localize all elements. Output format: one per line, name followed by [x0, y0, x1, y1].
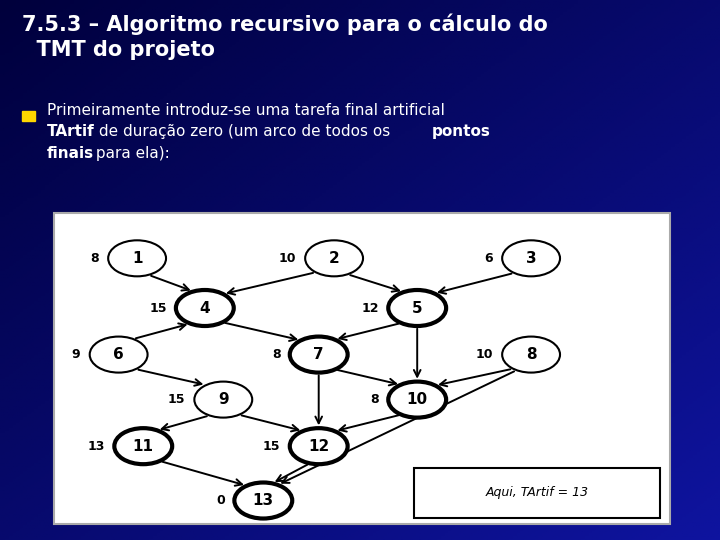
Text: pontos: pontos: [432, 124, 491, 139]
Text: 4: 4: [199, 300, 210, 315]
FancyBboxPatch shape: [54, 213, 670, 524]
Text: Aqui, TArtif = 13: Aqui, TArtif = 13: [486, 486, 589, 500]
Text: 3: 3: [526, 251, 536, 266]
Text: 10: 10: [279, 252, 296, 265]
Text: 6: 6: [485, 252, 493, 265]
Text: 8: 8: [90, 252, 99, 265]
Ellipse shape: [114, 428, 172, 464]
Text: Primeiramente introduz-se uma tarefa final artificial: Primeiramente introduz-se uma tarefa fin…: [47, 103, 445, 118]
Text: 15: 15: [149, 301, 166, 314]
Text: TMT do projeto: TMT do projeto: [22, 40, 215, 60]
Ellipse shape: [108, 240, 166, 276]
Ellipse shape: [502, 240, 560, 276]
Text: finais: finais: [47, 146, 94, 161]
Ellipse shape: [388, 382, 446, 417]
Text: 8: 8: [272, 348, 281, 361]
Ellipse shape: [289, 428, 348, 464]
Bar: [22, 111, 35, 121]
Text: 12: 12: [361, 301, 379, 314]
Text: 12: 12: [308, 438, 329, 454]
Text: 7.5.3 – Algoritmo recursivo para o cálculo do: 7.5.3 – Algoritmo recursivo para o cálcu…: [22, 14, 547, 35]
Text: 13: 13: [88, 440, 105, 453]
Text: 0: 0: [217, 494, 225, 507]
Text: 9: 9: [72, 348, 81, 361]
Text: 13: 13: [253, 493, 274, 508]
Text: 9: 9: [218, 392, 229, 407]
Text: 11: 11: [132, 438, 154, 454]
Text: 5: 5: [412, 300, 423, 315]
Ellipse shape: [388, 290, 446, 326]
Ellipse shape: [289, 336, 348, 373]
Ellipse shape: [176, 290, 234, 326]
Text: 8: 8: [526, 347, 536, 362]
Text: 8: 8: [370, 393, 379, 406]
Ellipse shape: [90, 336, 148, 373]
Text: 2: 2: [329, 251, 339, 266]
Text: 7: 7: [313, 347, 324, 362]
Text: de duração zero (um arco de todos os: de duração zero (um arco de todos os: [94, 124, 395, 139]
Text: 1: 1: [132, 251, 143, 266]
Text: para ela):: para ela):: [91, 146, 170, 161]
Text: 10: 10: [407, 392, 428, 407]
Ellipse shape: [194, 382, 252, 417]
Text: 15: 15: [263, 440, 281, 453]
FancyBboxPatch shape: [414, 468, 660, 517]
Ellipse shape: [305, 240, 363, 276]
Ellipse shape: [502, 336, 560, 373]
Text: 10: 10: [475, 348, 493, 361]
Text: TArtif: TArtif: [47, 124, 94, 139]
Text: 6: 6: [113, 347, 124, 362]
Text: 15: 15: [168, 393, 185, 406]
Ellipse shape: [235, 483, 292, 518]
